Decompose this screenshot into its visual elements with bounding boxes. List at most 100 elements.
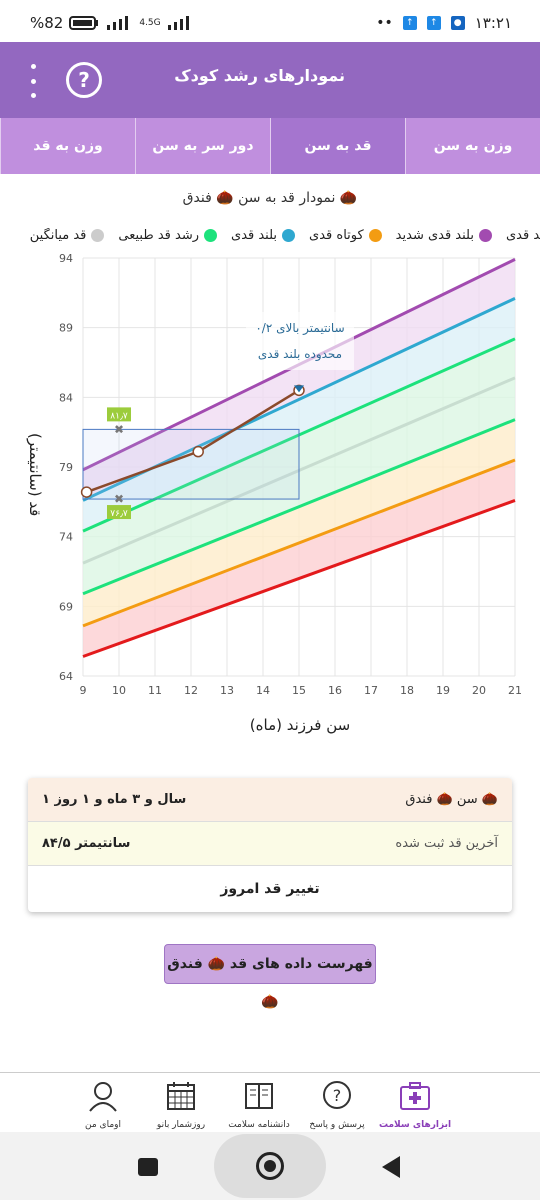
legend-dot-icon <box>91 229 105 242</box>
more-menu-icon[interactable] <box>28 64 38 98</box>
nav-label: پرسش و پاسخ <box>309 1120 365 1130</box>
legend-dot-icon <box>204 229 218 242</box>
legend-item[interactable]: بلند قدی شدید <box>396 228 492 243</box>
app-header: ? نمودارهای رشد کودک <box>0 42 540 118</box>
profile-icon <box>89 1082 117 1112</box>
legend-label: بلند قدی شدید <box>395 228 474 243</box>
x-tick-label: 12 <box>184 684 198 697</box>
range-box <box>82 428 300 500</box>
legend-item[interactable]: کوتاه قدی <box>309 228 382 243</box>
reference-curve <box>82 458 516 628</box>
x-tick-label: 15 <box>292 684 306 697</box>
nav-label: اومای من <box>85 1120 121 1130</box>
nav-qa[interactable]: ? پرسش و پاسخ <box>294 1079 380 1130</box>
range-label-bg <box>107 407 131 422</box>
dots-icon: •• <box>376 15 393 31</box>
legend-label: قد میانگین <box>29 228 87 243</box>
nav-label: دانشنامه سلامت <box>228 1120 290 1130</box>
legend-item[interactable]: رشد قد طبیعی <box>118 228 218 243</box>
nav-label: روزشمار بانو <box>156 1120 206 1130</box>
legend-label: کوتاه قدی <box>309 228 364 243</box>
height-data-list-button[interactable]: فهرست داده های قد 🌰 فندق 🌰 <box>164 944 376 1010</box>
chart-tabs: وزن به سن قد به سن دور سر به سن وزن به ق… <box>0 118 540 174</box>
back-icon[interactable] <box>382 1156 400 1178</box>
chart-title: نمودار قد به سن 🌰 فندق 🌰 <box>182 190 358 206</box>
child-info-card: ۱ سال و ۳ ماه و ۱ روز سن 🌰 فندق 🌰 ۸۴/۵ س… <box>28 778 512 912</box>
legend-dot-icon <box>282 229 296 242</box>
tab-weight-height[interactable]: وزن به قد <box>0 118 135 174</box>
clock-text: ۱۳:۲۱ <box>474 14 512 32</box>
x-tick-label: 16 <box>328 684 342 697</box>
reference-curve <box>82 499 516 658</box>
signal-icon <box>107 16 129 30</box>
bottom-nav: ابزارهای سلامت ? پرسش و پاسخ دانشنامه سل… <box>0 1072 540 1132</box>
annotation-text: محدوده بلند قدی <box>258 347 342 362</box>
range-label-bg <box>107 505 131 520</box>
x-tick-label: 14 <box>256 684 270 697</box>
chart-legend: بلند قدی بلند قدی شدید کوتاه قدی بلند قدی رش… <box>0 228 540 246</box>
upload-icon: ↑ <box>402 16 417 30</box>
x-tick-label: 21 <box>508 684 522 697</box>
chart-band <box>83 259 515 501</box>
recents-icon[interactable] <box>138 1158 158 1176</box>
age-row: ۱ سال و ۳ ماه و ۱ روز سن 🌰 فندق 🌰 <box>28 778 512 822</box>
calendar-icon <box>167 1082 195 1110</box>
y-axis-label: قد (سانتیمتر) <box>26 433 44 517</box>
message-icon: ● <box>450 16 465 30</box>
tab-height-age[interactable]: قد به سن <box>270 118 405 174</box>
chart-band <box>83 460 515 657</box>
last-height-label: آخرین قد ثبت شده <box>395 836 498 851</box>
reference-curve <box>82 418 516 596</box>
legend-label: رشد قد طبیعی <box>118 228 200 243</box>
tab-weight-age[interactable]: وزن به سن <box>405 118 540 174</box>
range-label: ۷۶٫۷ <box>110 509 128 519</box>
child-data-point <box>192 445 204 458</box>
y-tick-label: 89 <box>59 322 73 335</box>
legend-item[interactable]: بلند قدی <box>506 228 540 243</box>
upload-icon-2: ↑ <box>426 16 441 30</box>
y-tick-label: 74 <box>59 531 73 544</box>
help-icon[interactable]: ? <box>66 62 102 98</box>
x-axis-label: سن فرزند (ماه) <box>249 716 351 734</box>
y-tick-label: 69 <box>59 600 73 613</box>
x-tick-label: 17 <box>364 684 378 697</box>
height-row: ۸۴/۵ سانتیمتر آخرین قد ثبت شده <box>28 822 512 866</box>
page-title: نمودارهای رشد کودک <box>174 66 345 85</box>
chart-band <box>83 419 515 626</box>
annotation-bg <box>246 312 354 370</box>
current-marker-icon <box>294 385 304 393</box>
nav-health-tools[interactable]: ابزارهای سلامت <box>372 1079 458 1130</box>
tab-head-age[interactable]: دور سر به سن <box>135 118 270 174</box>
battery-text: %82 <box>30 14 64 32</box>
nav-calendar[interactable]: روزشمار بانو <box>138 1079 224 1130</box>
legend-label: بلند قدی <box>231 228 278 243</box>
battery-icon <box>69 16 99 30</box>
x-tick-label: 13 <box>220 684 234 697</box>
question-icon: ? <box>323 1081 351 1109</box>
nav-encyclopedia[interactable]: دانشنامه سلامت <box>216 1079 302 1130</box>
x-tick-label: 19 <box>436 684 450 697</box>
legend-item[interactable]: بلند قدی <box>231 228 296 243</box>
book-icon <box>245 1083 273 1109</box>
home-button[interactable] <box>214 1134 326 1198</box>
x-tick-label: 9 <box>80 684 87 697</box>
legend-dot-icon <box>478 229 492 242</box>
nav-label: ابزارهای سلامت <box>378 1120 452 1130</box>
home-icon <box>256 1152 284 1180</box>
nav-my-profile[interactable]: اومای من <box>60 1079 146 1130</box>
x-tick-label: 18 <box>400 684 414 697</box>
range-label: ۸۱٫۷ <box>110 411 128 421</box>
x-tick-label: 10 <box>112 684 126 697</box>
x-tick-label: 11 <box>148 684 162 697</box>
legend-item[interactable]: قد میانگین <box>30 228 105 243</box>
change-height-button[interactable]: تغییر قد امروز <box>220 881 320 897</box>
y-tick-label: 94 <box>59 252 73 265</box>
y-tick-label: 84 <box>59 391 73 404</box>
chart-band <box>83 298 515 532</box>
health-kit-icon <box>400 1082 430 1110</box>
signal-icon-2 <box>167 16 189 30</box>
child-data-point <box>80 486 93 498</box>
legend-label: بلند قدی <box>505 228 540 243</box>
last-height-value: ۸۴/۵ سانتیمتر <box>42 836 131 851</box>
